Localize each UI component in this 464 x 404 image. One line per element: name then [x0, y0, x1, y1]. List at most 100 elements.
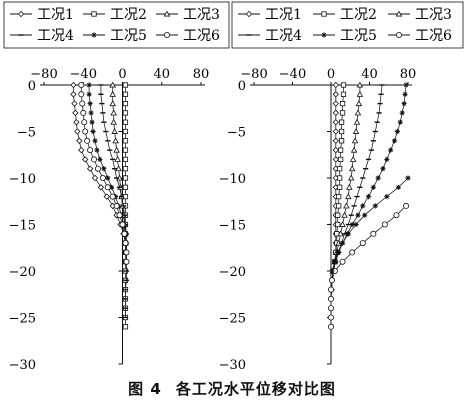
data-point-circle: [349, 249, 356, 256]
data-point-star: [372, 203, 378, 209]
data-point-triangle: [351, 137, 359, 144]
data-point-triangle: [349, 155, 357, 162]
legend-item-4: 工况4: [238, 28, 302, 44]
y-tick-label: 0: [238, 79, 246, 94]
data-point-diamond: [332, 137, 339, 144]
data-point-square: [122, 128, 129, 135]
legend-marker-triangle: [395, 10, 403, 17]
data-point-triangle: [353, 118, 361, 125]
legend-label: 工况4: [37, 28, 74, 44]
data-point-star: [101, 166, 107, 172]
data-point-triangle: [348, 165, 356, 172]
data-point-square: [122, 110, 129, 116]
series-line: [88, 85, 127, 262]
chart-right: −80 −40 0 40 80 0 −5 −10 −15 −20 −25 −30: [219, 67, 417, 373]
data-point-triangle: [354, 109, 362, 116]
data-point-square: [122, 91, 129, 97]
data-point-circle: [123, 249, 130, 256]
x-tick-label: 0: [327, 67, 335, 82]
data-point-square: [340, 82, 347, 88]
data-point-square: [335, 212, 341, 218]
data-point-circle: [121, 230, 128, 237]
data-point-diamond: [82, 156, 89, 163]
legend-label: 工况3: [415, 7, 452, 23]
series-1: [70, 81, 130, 265]
legend-marker-circle: [395, 32, 402, 39]
y-tick-label: −10: [9, 172, 36, 187]
series-6: [78, 82, 130, 265]
data-point-triangle: [109, 90, 116, 97]
data-point-star: [384, 156, 390, 162]
data-point-circle: [359, 240, 366, 247]
series-4: [98, 84, 130, 319]
data-point-square: [338, 156, 344, 163]
data-point-triangle: [352, 128, 360, 134]
data-point-diamond: [86, 165, 94, 172]
y-tick-label: −20: [219, 265, 246, 280]
data-point-square: [336, 203, 342, 209]
legend-item-1: 工况1: [238, 7, 302, 23]
series-line: [100, 85, 127, 318]
figure-number: 图 4: [128, 380, 162, 398]
legend-label: 工况2: [340, 7, 377, 23]
data-point-square: [122, 156, 129, 163]
data-point-circle: [370, 230, 377, 237]
legend-item-1: 工况1: [10, 7, 74, 23]
legend-label: 工况2: [110, 7, 147, 23]
x-tick-label: 0: [118, 67, 126, 82]
data-point-square: [337, 175, 343, 181]
data-point-square: [122, 82, 129, 88]
data-point-star: [380, 166, 386, 172]
data-point-star: [92, 138, 98, 144]
data-point-diamond: [70, 81, 77, 89]
data-point-square: [122, 119, 129, 125]
series-7: [329, 175, 411, 274]
data-point-circle: [91, 156, 98, 163]
legend-marker-square: [321, 11, 327, 17]
data-point-square: [336, 193, 342, 200]
data-point-diamond: [71, 100, 78, 107]
data-point-circle: [339, 258, 346, 265]
x-tick-label: 80: [193, 67, 210, 82]
legend-right: 工况1 工况2 工况3 工况4 工况5 工况6: [231, 1, 464, 49]
data-point-star: [391, 138, 398, 144]
x-tick-label: −40: [279, 67, 306, 82]
data-point-diamond: [332, 91, 339, 98]
data-point-triangle: [109, 100, 116, 107]
y-tick-label: 0: [28, 79, 36, 94]
data-point-star: [345, 231, 351, 237]
data-point-square: [338, 138, 345, 144]
data-point-triangle: [346, 183, 353, 190]
data-point-star: [384, 194, 390, 200]
data-point-diamond: [332, 100, 339, 107]
data-point-square: [339, 110, 346, 116]
data-point-square: [338, 128, 345, 135]
legend-frame: [231, 1, 464, 49]
y-tick-label: −10: [219, 172, 246, 187]
data-point-star: [88, 110, 94, 116]
data-point-circle: [327, 286, 334, 293]
y-tick-label: −30: [219, 358, 246, 373]
legend-marker-circle: [163, 32, 170, 39]
data-point-triangle: [112, 137, 119, 144]
data-point-triangle: [110, 118, 117, 125]
data-point-triangle: [355, 100, 363, 107]
data-point-star: [353, 221, 359, 228]
data-point-triangle: [111, 128, 118, 134]
data-point-circle: [327, 305, 334, 312]
data-point-circle: [113, 202, 120, 209]
y-tick-label: −5: [227, 126, 246, 141]
data-point-triangle: [350, 146, 358, 153]
y-tick-label: −30: [9, 358, 36, 373]
data-point-circle: [327, 314, 334, 321]
data-point-star: [401, 101, 407, 107]
data-point-triangle: [114, 155, 121, 162]
data-point-square: [122, 138, 129, 144]
data-point-star: [402, 91, 408, 97]
series-line: [80, 85, 127, 262]
data-point-circle: [99, 174, 106, 181]
data-point-star: [388, 147, 394, 153]
data-point-circle: [393, 212, 400, 219]
data-point-triangle: [356, 81, 364, 88]
